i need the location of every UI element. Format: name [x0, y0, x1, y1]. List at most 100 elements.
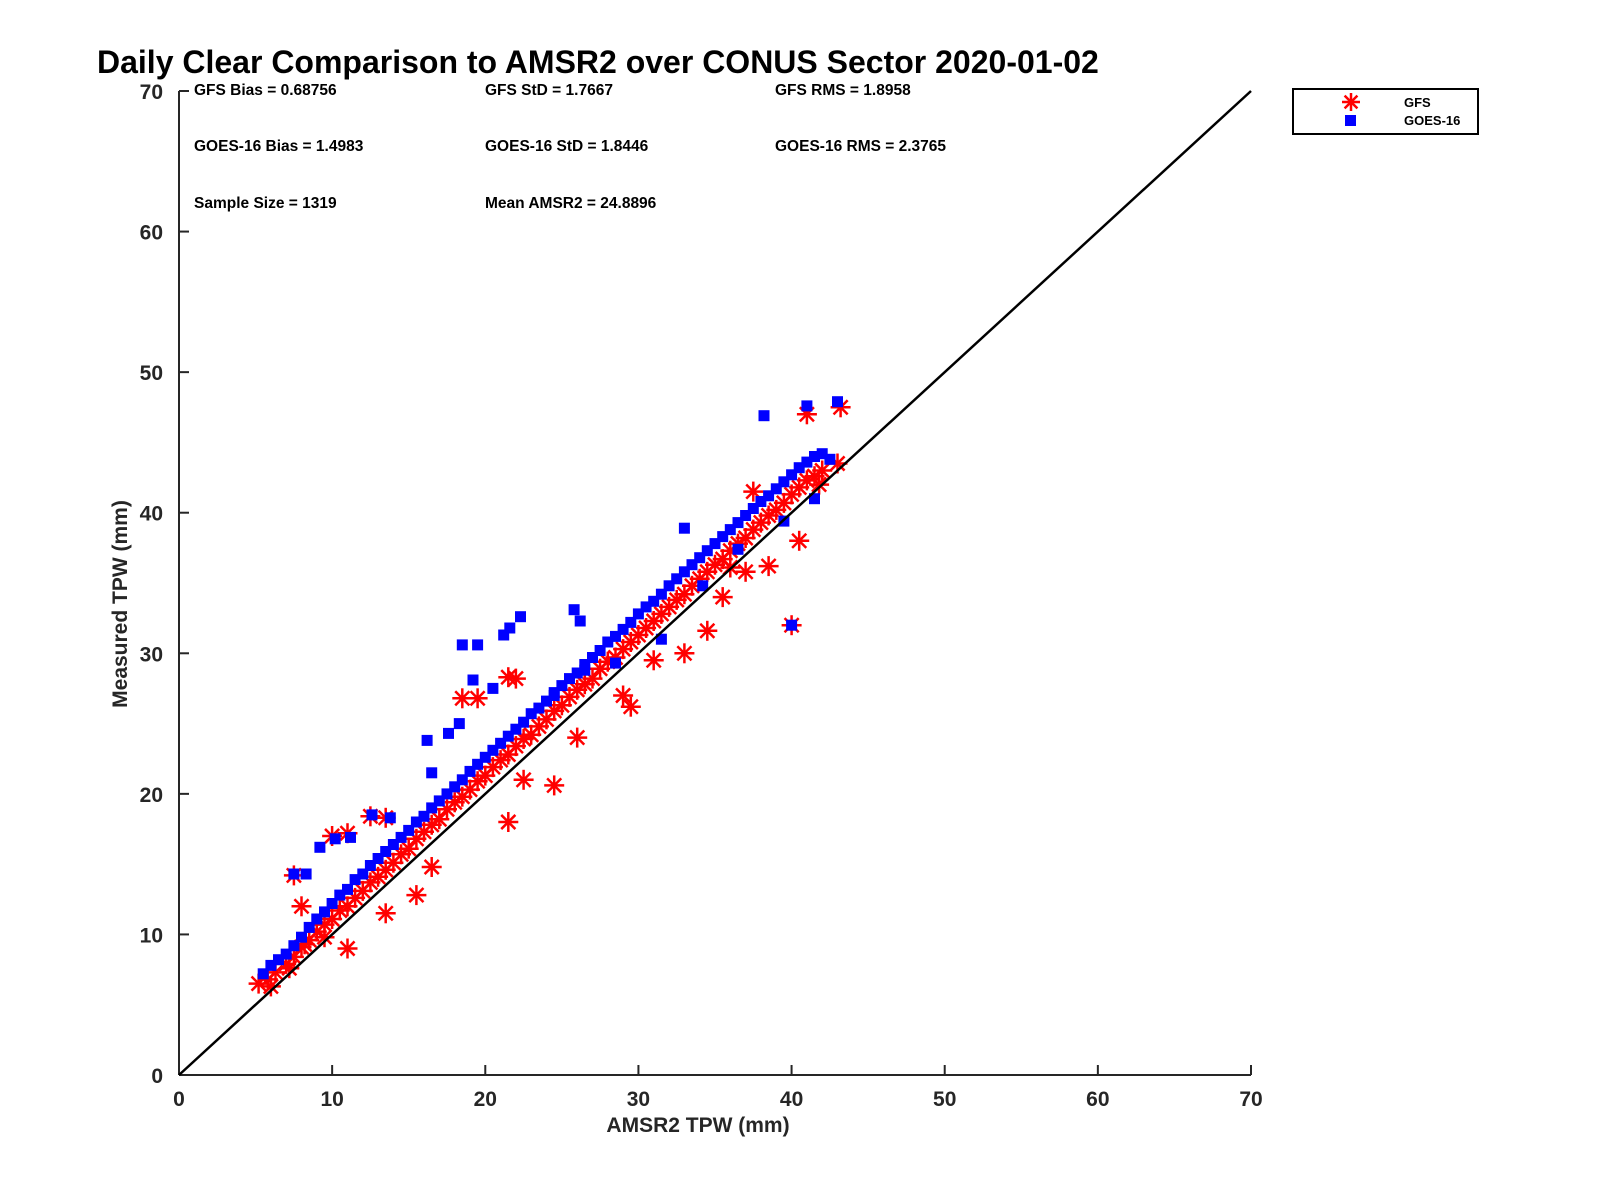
stat-goes-rms: GOES-16 RMS = 2.3765 — [775, 138, 946, 155]
gfs-point — [812, 460, 833, 481]
gfs-point — [643, 650, 664, 671]
goes-16-point — [632, 608, 644, 620]
gfs-point — [337, 938, 358, 959]
goes-16-point — [498, 629, 510, 641]
goes-16-point — [456, 639, 468, 651]
x-tick-label: 70 — [1239, 1088, 1262, 1111]
x-axis-ticks: 0 10 20 30 40 50 60 70 — [173, 1065, 1263, 1111]
stat-gfs-rms: GFS RMS = 1.8958 — [775, 82, 911, 99]
series-gfs — [248, 397, 851, 997]
gfs-point — [620, 696, 641, 717]
x-tick-label: 0 — [173, 1088, 185, 1111]
goes-16-point — [786, 469, 798, 481]
goes-16-point — [610, 630, 621, 642]
goes-16-point — [686, 559, 698, 571]
goes-16-point — [587, 652, 598, 663]
y-tick-label: 50 — [140, 362, 163, 385]
stat-goes-std: GOES-16 StD = 1.8446 — [485, 138, 649, 155]
goes-16-point — [786, 619, 798, 631]
goes-16-point — [433, 795, 445, 807]
goes-16-point — [387, 839, 399, 850]
series-goes-16 — [257, 396, 843, 980]
gfs-point — [567, 727, 588, 748]
goes-16-point — [625, 616, 637, 628]
goes-16-point — [724, 524, 736, 536]
goes-16-point — [487, 744, 499, 756]
goes-16-point — [610, 657, 621, 669]
goes-16-point — [421, 734, 433, 746]
goes-16-point — [816, 448, 828, 460]
goes-16-point — [671, 573, 683, 585]
goes-16-point — [410, 816, 422, 828]
one-to-one-line — [178, 90, 1252, 1076]
x-tick-label: 40 — [780, 1088, 803, 1111]
goes-16-point — [801, 400, 813, 412]
legend-goes-label: GOES-16 — [1404, 113, 1460, 128]
goes-16-point — [395, 831, 407, 843]
gfs-point — [467, 688, 488, 709]
goes-16-point — [441, 788, 453, 800]
goes-16-point — [467, 674, 479, 686]
goes-16-point — [349, 874, 361, 886]
y-axis-ticks: 0 10 20 30 40 50 60 70 — [140, 81, 189, 1088]
stat-gfs-std: GFS StD = 1.7667 — [485, 82, 613, 99]
goes-16-point — [694, 552, 706, 564]
x-tick-label: 10 — [320, 1088, 343, 1111]
goes-16-point — [443, 727, 454, 739]
goes-16-point — [273, 954, 284, 966]
gfs-point — [421, 857, 442, 877]
goes-16-point — [303, 921, 315, 933]
goes-16-point — [678, 522, 690, 534]
goes-16-point — [472, 758, 484, 770]
goes-16-point — [257, 968, 269, 980]
stat-mean-amsr2: Mean AMSR2 = 24.8896 — [485, 195, 657, 212]
goes-16-point — [329, 833, 341, 845]
goes-16-point — [732, 517, 744, 529]
goes-16-point — [288, 868, 300, 880]
plot-axes — [178, 91, 1251, 1076]
stat-goes-bias: GOES-16 Bias = 1.4983 — [194, 138, 364, 155]
gfs-point — [809, 474, 830, 495]
goes-16-point — [403, 824, 415, 836]
goes-16-point — [809, 493, 820, 505]
y-tick-label: 70 — [140, 81, 163, 104]
goes-16-point — [525, 708, 537, 720]
goes-16-point — [717, 531, 729, 543]
goes-16-point — [697, 580, 709, 592]
goes-16-point — [778, 476, 790, 488]
gfs-point — [513, 769, 534, 790]
x-tick-label: 60 — [1086, 1088, 1109, 1111]
x-tick-label: 50 — [933, 1088, 956, 1111]
goes-16-point — [510, 723, 522, 735]
gfs-point — [544, 775, 565, 796]
goes-16-point — [345, 831, 356, 843]
x-tick-label: 30 — [627, 1088, 650, 1111]
gfs-point — [697, 620, 718, 641]
gfs-point — [712, 587, 733, 608]
goes-16-point — [487, 682, 499, 694]
goes-16-point — [832, 396, 843, 408]
goes-16-point — [579, 664, 591, 676]
gfs-point — [613, 685, 634, 706]
chart-title: Daily Clear Comparison to AMSR2 over CON… — [97, 44, 1099, 80]
goes-16-point — [479, 751, 491, 763]
goes-16-point — [495, 737, 507, 749]
goes-16-point — [579, 659, 591, 670]
goes-16-point — [793, 462, 805, 474]
gfs-point — [291, 896, 312, 917]
goes-16-point — [564, 673, 575, 685]
x-tick-label: 20 — [474, 1088, 497, 1111]
goes-16-point — [655, 588, 667, 600]
goes-16-point — [326, 898, 338, 909]
stats-annotations: GFS Bias = 0.68756 GFS StD = 1.7667 GFS … — [194, 82, 946, 212]
goes-16-point — [770, 483, 782, 495]
y-tick-label: 60 — [140, 222, 163, 245]
y-tick-label: 20 — [140, 784, 163, 807]
goes-16-point — [504, 622, 516, 634]
goes-16-point — [709, 538, 721, 550]
goes-16-point — [319, 906, 330, 918]
goes-16-point — [372, 853, 384, 864]
goes-16-point — [678, 566, 690, 578]
goes-16-point — [426, 802, 438, 814]
